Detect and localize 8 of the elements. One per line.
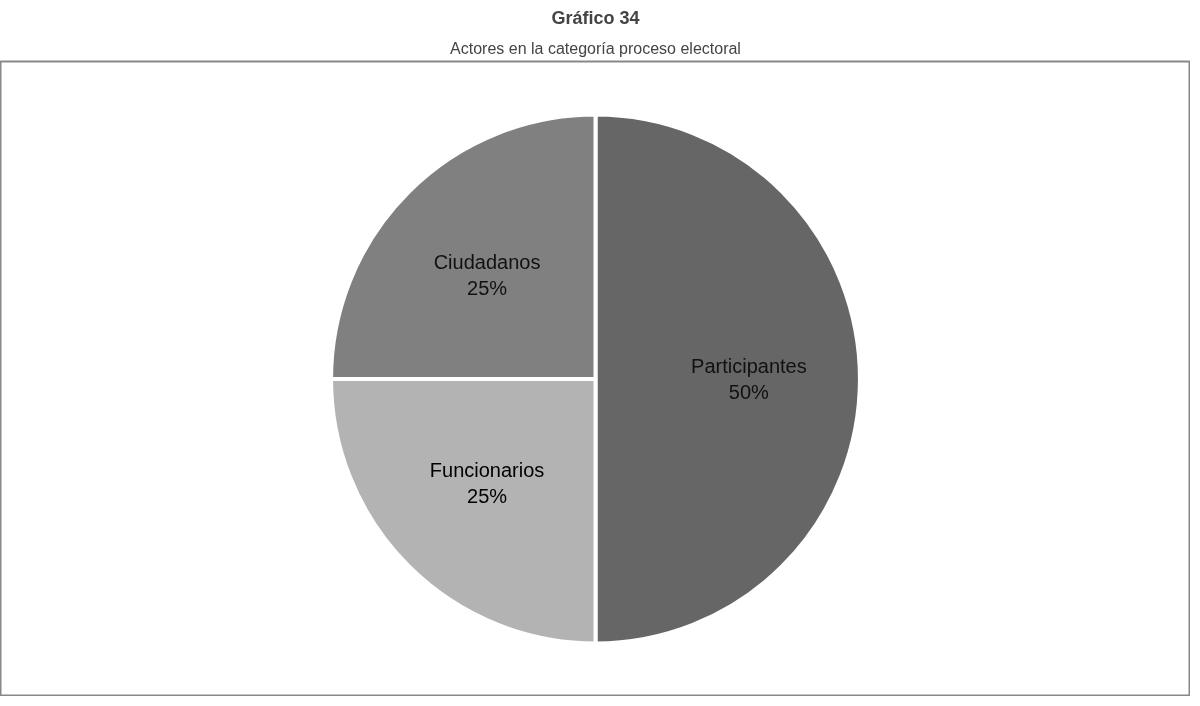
data-label: 25% xyxy=(467,277,508,300)
slice-label: Participantes xyxy=(691,354,807,377)
chart-subtitle: Actores en la categoría proceso electoral xyxy=(450,39,741,57)
slice-label: Funcionarios xyxy=(429,458,545,481)
data-label: 50% xyxy=(728,381,770,404)
chart-title: Gráfico 34 xyxy=(551,7,640,28)
data-label: 25% xyxy=(467,485,508,508)
slice-label: Ciudadanos xyxy=(433,250,541,273)
